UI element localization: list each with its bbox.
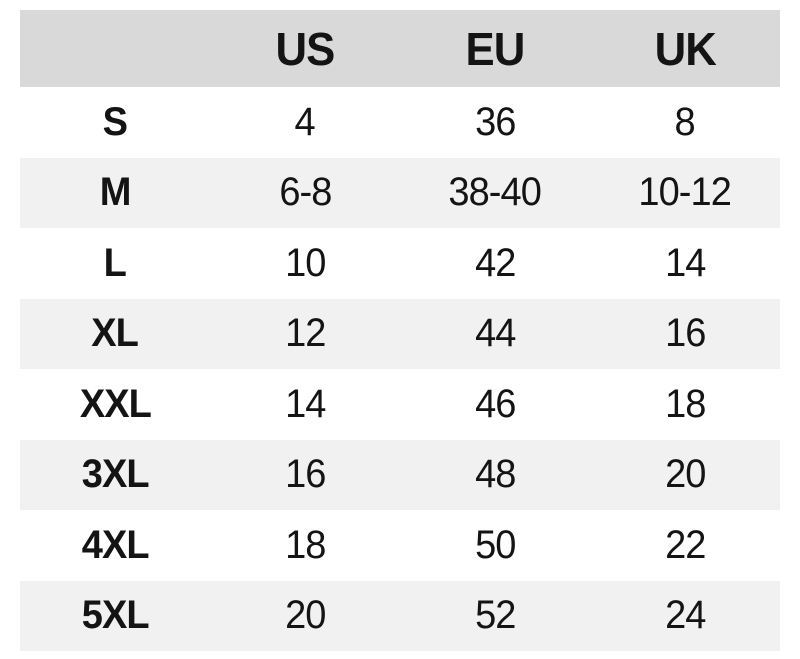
size-label: 4XL <box>20 510 210 581</box>
uk-value-text: 20 <box>664 452 706 497</box>
size-label: S <box>20 87 210 158</box>
us-value: 6-8 <box>210 158 400 229</box>
column-header-uk-label: UK <box>654 22 716 75</box>
uk-value-text: 16 <box>664 311 706 356</box>
eu-value-text: 52 <box>474 593 516 638</box>
eu-value-text: 38-40 <box>448 170 542 215</box>
uk-value-text: 10-12 <box>638 170 732 215</box>
size-label: XL <box>20 299 210 370</box>
us-value-text: 6-8 <box>278 170 332 215</box>
us-value-text: 18 <box>284 522 326 567</box>
us-value: 20 <box>210 581 400 652</box>
eu-value: 50 <box>400 510 590 581</box>
column-header-us: US <box>210 10 400 87</box>
table-row-m: M 6-8 38-40 10-12 <box>20 157 780 229</box>
eu-value-text: 50 <box>474 522 516 567</box>
size-label-text: M <box>99 170 132 215</box>
table-header-row: US EU UK <box>20 10 780 87</box>
table-body: S 4 36 8 M 6-8 38-40 10-12 L 10 42 14 XL… <box>20 87 780 651</box>
eu-value-text: 46 <box>474 381 516 426</box>
size-conversion-table: US EU UK S 4 36 8 M 6-8 38-40 10-12 L 10… <box>20 10 780 651</box>
uk-value: 18 <box>590 369 780 440</box>
size-label: 5XL <box>20 581 210 652</box>
uk-value-text: 14 <box>664 240 706 285</box>
size-label-text: L <box>103 240 127 285</box>
table-row-l: L 10 42 14 <box>20 228 780 299</box>
uk-value: 10-12 <box>590 158 780 229</box>
us-value-text: 12 <box>284 311 326 356</box>
table-head: US EU UK <box>20 10 780 87</box>
size-label-text: XL <box>91 311 140 356</box>
table-row-xxl: XXL 14 46 18 <box>20 369 780 440</box>
eu-value-text: 36 <box>474 99 516 144</box>
eu-value-text: 42 <box>474 240 516 285</box>
us-value-text: 4 <box>294 99 316 144</box>
uk-value-text: 8 <box>674 99 696 144</box>
eu-value-text: 44 <box>474 311 516 356</box>
uk-value: 24 <box>590 581 780 652</box>
uk-value-text: 22 <box>664 522 706 567</box>
eu-value: 52 <box>400 581 590 652</box>
eu-value: 36 <box>400 87 590 158</box>
us-value-text: 16 <box>284 452 326 497</box>
column-header-us-label: US <box>275 22 336 75</box>
column-header-size <box>20 10 210 87</box>
table-row-xl: XL 12 44 16 <box>20 298 780 370</box>
uk-value: 22 <box>590 510 780 581</box>
us-value: 18 <box>210 510 400 581</box>
uk-value: 14 <box>590 228 780 299</box>
us-value: 16 <box>210 440 400 511</box>
size-label-text: XXL <box>79 381 151 426</box>
eu-value-text: 48 <box>474 452 516 497</box>
us-value: 12 <box>210 299 400 370</box>
eu-value: 42 <box>400 228 590 299</box>
uk-value: 16 <box>590 299 780 370</box>
us-value: 14 <box>210 369 400 440</box>
eu-value: 38-40 <box>400 158 590 229</box>
eu-value: 46 <box>400 369 590 440</box>
size-label: L <box>20 228 210 299</box>
column-header-uk: UK <box>590 10 780 87</box>
size-label-text: 4XL <box>81 522 150 567</box>
uk-value-text: 18 <box>664 381 706 426</box>
column-header-eu: EU <box>400 10 590 87</box>
size-label: XXL <box>20 369 210 440</box>
eu-value: 48 <box>400 440 590 511</box>
table-row-3xl: 3XL 16 48 20 <box>20 439 780 511</box>
size-label-text: 5XL <box>81 593 150 638</box>
eu-value: 44 <box>400 299 590 370</box>
us-value-text: 10 <box>284 240 326 285</box>
table-row-5xl: 5XL 20 52 24 <box>20 580 780 652</box>
uk-value-text: 24 <box>664 593 706 638</box>
column-header-eu-label: EU <box>465 22 526 75</box>
table-row-s: S 4 36 8 <box>20 87 780 158</box>
uk-value: 8 <box>590 87 780 158</box>
size-label: 3XL <box>20 440 210 511</box>
us-value-text: 14 <box>284 381 326 426</box>
us-value: 10 <box>210 228 400 299</box>
us-value: 4 <box>210 87 400 158</box>
size-label-text: 3XL <box>81 452 150 497</box>
size-label-text: S <box>102 99 128 144</box>
uk-value: 20 <box>590 440 780 511</box>
size-label: M <box>20 158 210 229</box>
table-row-4xl: 4XL 18 50 22 <box>20 510 780 581</box>
us-value-text: 20 <box>284 593 326 638</box>
